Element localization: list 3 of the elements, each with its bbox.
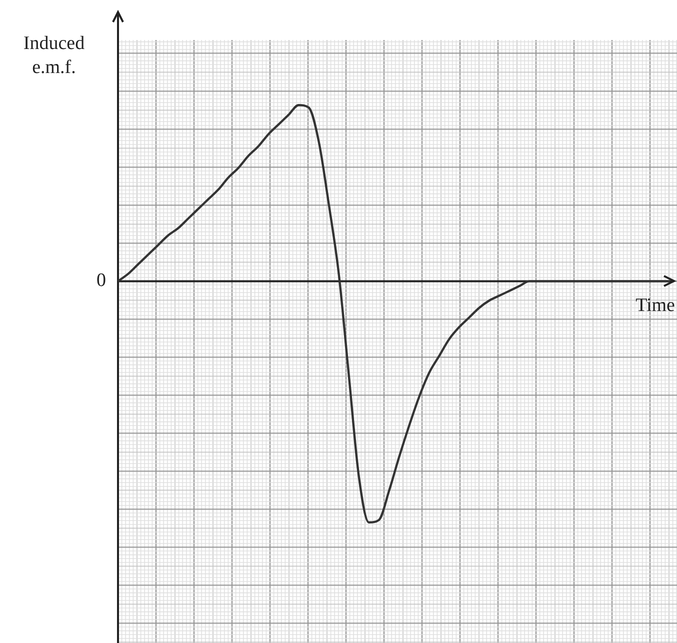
- text: 0: [96, 270, 106, 292]
- x-axis-title: Time: [636, 295, 675, 318]
- y-axis-title: Induced e.m.f.: [22, 32, 86, 80]
